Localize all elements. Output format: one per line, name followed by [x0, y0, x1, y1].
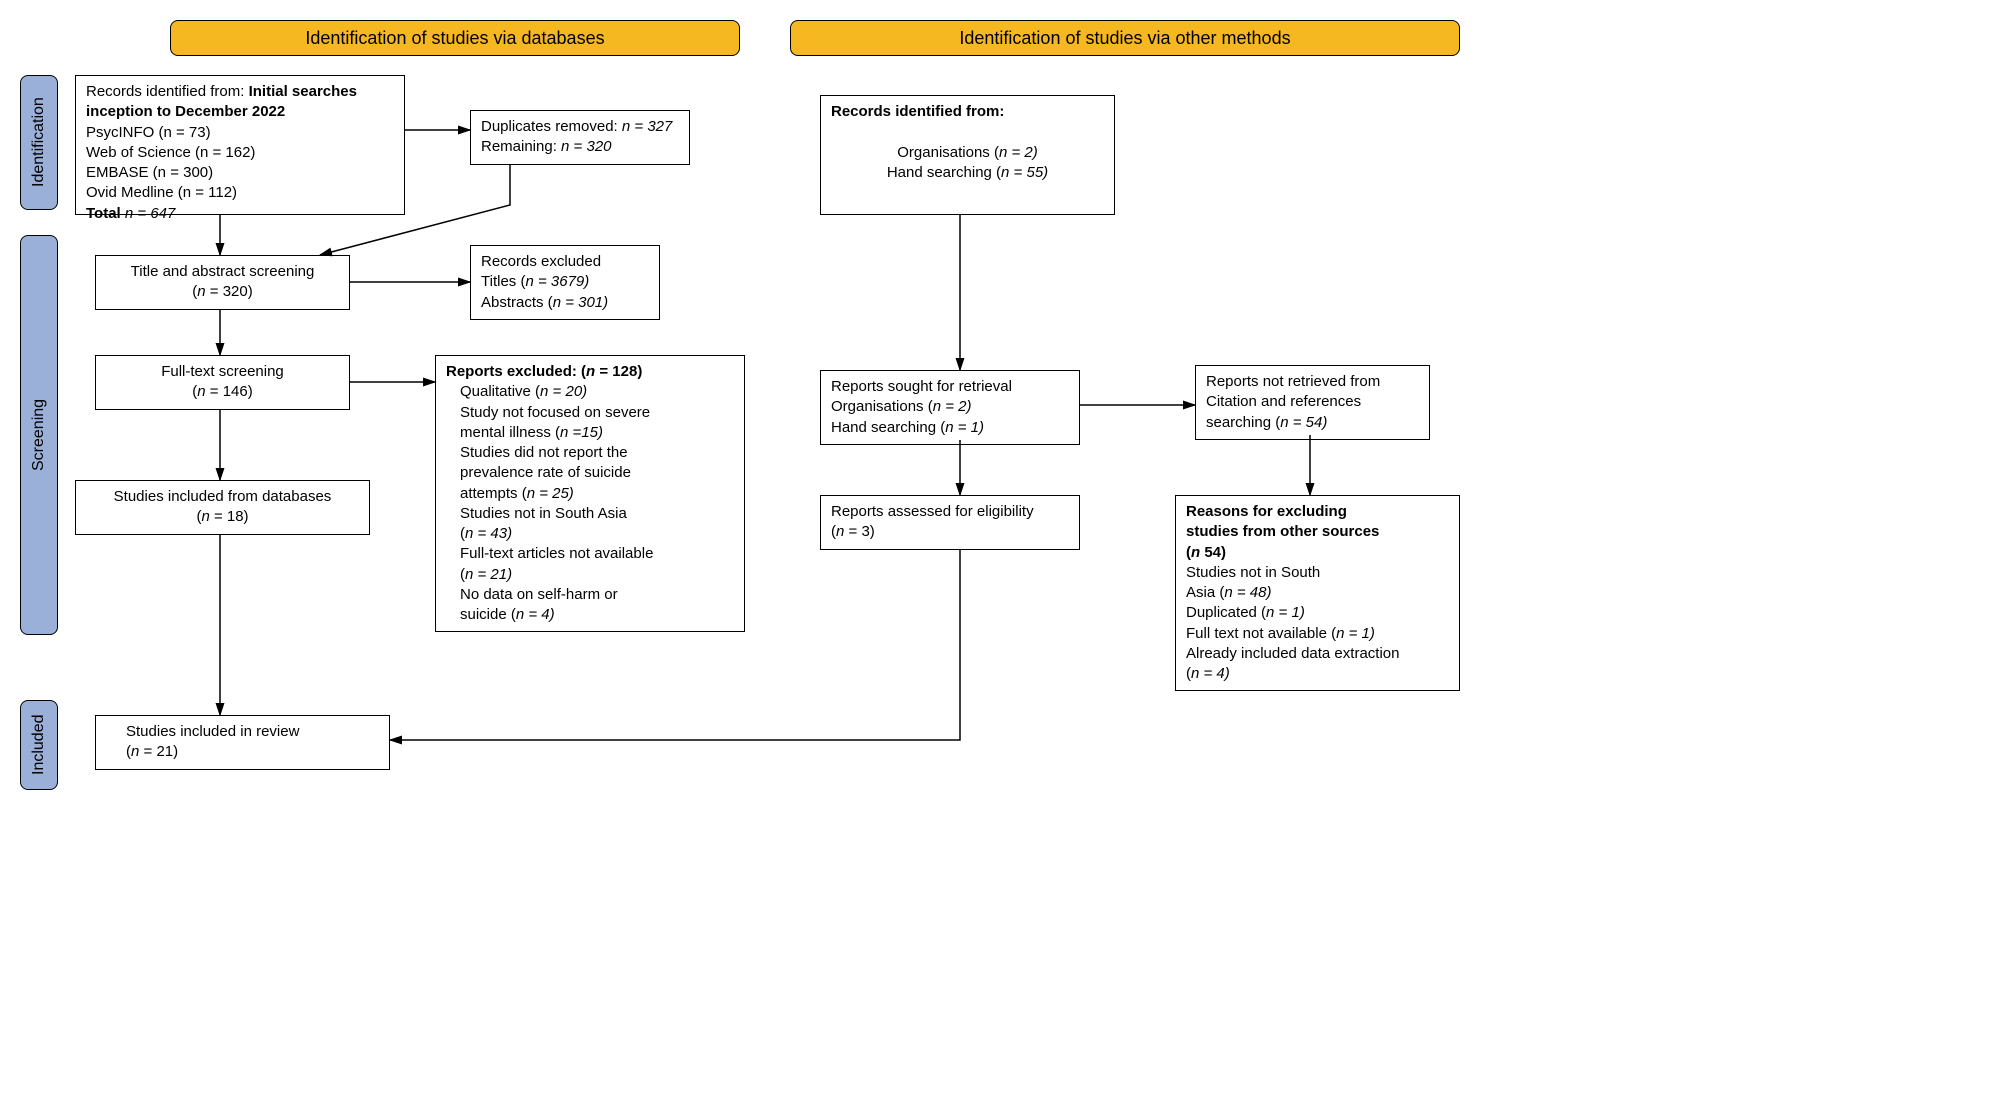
node-reports-excluded: Reports excluded: (n = 128) Qualitative … [435, 355, 745, 632]
node-other-excluded: Reasons for excluding studies from other… [1175, 495, 1460, 691]
node-assessed: Reports assessed for eligibility (n = 3) [820, 495, 1080, 550]
node-records-excluded: Records excluded Titles (n = 3679) Abstr… [470, 245, 660, 320]
node-duplicates: Duplicates removed: n = 327 Remaining: n… [470, 110, 690, 165]
node-db-included: Studies included from databases (n = 18) [75, 480, 370, 535]
node-title-abstract: Title and abstract screening ((n = 320)n… [95, 255, 350, 310]
node-fulltext: Full-text screening (n = 146) [95, 355, 350, 410]
header-other: Identification of studies via other meth… [790, 20, 1460, 56]
phase-included: Included [20, 700, 58, 790]
node-review-included: Studies included in review (n = 21) [95, 715, 390, 770]
node-other-identified: Records identified from: Organisations (… [820, 95, 1115, 215]
node-sought: Reports sought for retrieval Organisatio… [820, 370, 1080, 445]
header-databases: Identification of studies via databases [170, 20, 740, 56]
node-not-retrieved: Reports not retrieved from Citation and … [1195, 365, 1430, 440]
phase-screening: Screening [20, 235, 58, 635]
header-other-text: Identification of studies via other meth… [959, 28, 1290, 49]
phase-identification: Identification [20, 75, 58, 210]
node-db-identified: Records identified from: Initial searche… [75, 75, 405, 215]
header-db-text: Identification of studies via databases [305, 28, 604, 49]
flowchart-canvas: Identification of studies via databases … [20, 20, 1480, 840]
